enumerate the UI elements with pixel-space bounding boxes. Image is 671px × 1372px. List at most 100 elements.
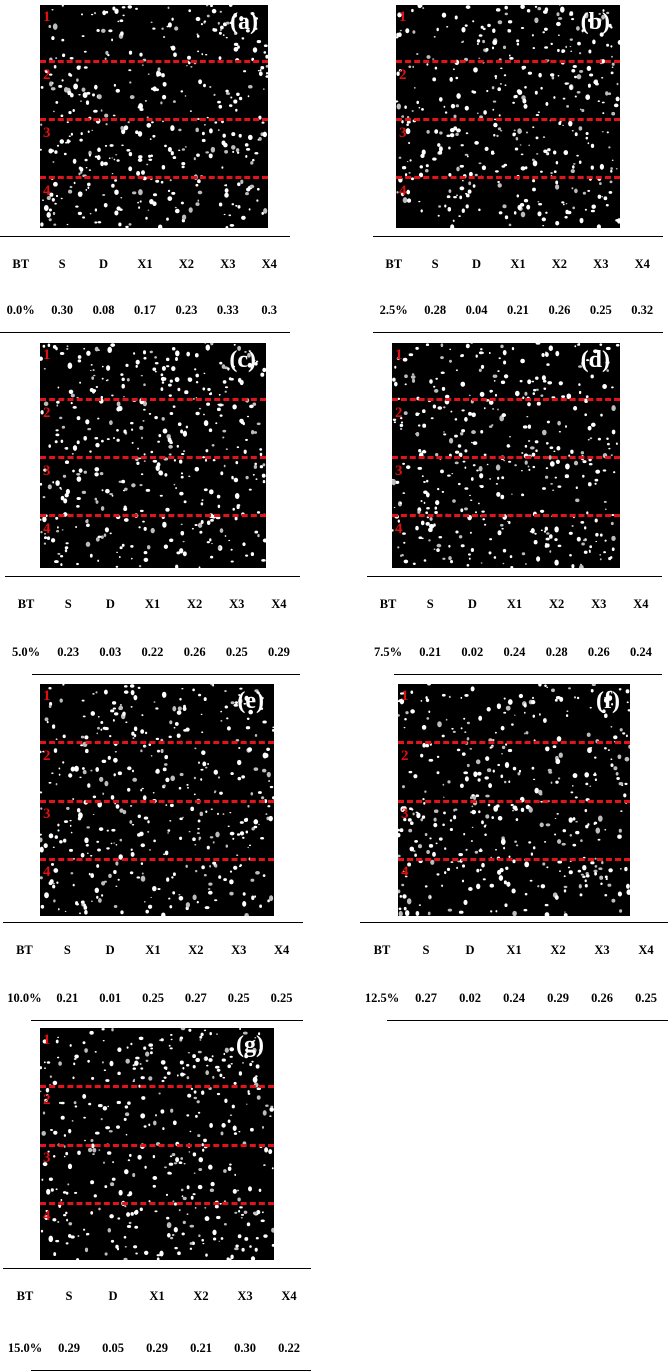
particle xyxy=(245,29,250,33)
particle xyxy=(178,128,182,132)
particle xyxy=(78,65,81,68)
particle xyxy=(234,493,240,499)
particle xyxy=(159,494,163,497)
particle xyxy=(76,808,81,813)
particle xyxy=(68,1129,72,1133)
particle xyxy=(53,748,58,753)
particle xyxy=(203,413,205,416)
particle xyxy=(189,1242,193,1245)
particle xyxy=(557,860,563,864)
particle xyxy=(173,1227,178,1233)
particle xyxy=(209,128,213,134)
particle xyxy=(123,1235,127,1239)
particle xyxy=(223,1052,226,1056)
particle xyxy=(101,377,104,380)
particle xyxy=(66,223,69,226)
particle xyxy=(535,790,538,793)
particle xyxy=(212,1237,217,1241)
particle xyxy=(200,22,203,26)
particle xyxy=(544,903,549,907)
particle xyxy=(597,100,600,103)
particle xyxy=(462,460,466,463)
panel-f-zone-number-3: 3 xyxy=(401,806,409,822)
particle xyxy=(549,550,552,553)
particle xyxy=(42,516,47,523)
particle xyxy=(245,17,248,20)
panel-g-zone-number-3: 3 xyxy=(43,1150,51,1166)
particle xyxy=(511,888,516,894)
particle xyxy=(60,114,64,118)
particle xyxy=(140,1067,144,1070)
particle xyxy=(412,65,415,69)
particle xyxy=(402,870,405,873)
panel-c-micrograph: 1 2 3 4 (c) xyxy=(40,343,266,568)
particle xyxy=(532,160,538,167)
particle xyxy=(69,73,73,77)
particle xyxy=(462,180,464,182)
particle xyxy=(166,365,170,368)
particle xyxy=(555,161,559,165)
particle xyxy=(404,910,410,916)
particle xyxy=(206,520,211,525)
particle xyxy=(537,211,542,217)
particle xyxy=(113,870,117,874)
particle xyxy=(169,720,173,725)
particle xyxy=(413,774,418,779)
particle xyxy=(604,875,608,879)
particle xyxy=(170,45,176,51)
particle xyxy=(462,864,465,868)
particle xyxy=(549,446,554,450)
particle xyxy=(165,777,170,783)
particle xyxy=(495,483,499,485)
particle xyxy=(570,50,573,52)
particle xyxy=(498,211,503,215)
particle xyxy=(532,47,536,50)
particle xyxy=(436,755,440,759)
particle xyxy=(233,865,238,870)
particle xyxy=(583,550,588,554)
table-header-cell: X1 xyxy=(144,597,161,611)
particle xyxy=(432,404,437,409)
particle xyxy=(232,1189,237,1194)
particle xyxy=(93,109,98,113)
particle xyxy=(102,792,105,795)
table-value-cell: 0.3 xyxy=(261,303,278,317)
particle xyxy=(197,179,201,184)
particle xyxy=(163,544,169,549)
particle xyxy=(469,796,474,800)
particle xyxy=(425,743,430,748)
particle xyxy=(421,409,426,414)
panel-c-table: BT S D X1 X2 X3 X4 5.0% 0.23 0.03 0.22 0.26 0.25 0.29 xyxy=(5,576,300,676)
particle xyxy=(58,767,61,770)
particle xyxy=(520,695,523,698)
particle xyxy=(259,69,262,72)
particle xyxy=(40,148,42,151)
particle xyxy=(596,349,599,353)
particle xyxy=(144,900,146,903)
particle xyxy=(615,343,620,347)
particle xyxy=(268,1149,273,1155)
particle xyxy=(503,163,508,167)
particle xyxy=(72,798,75,800)
particle xyxy=(200,768,204,771)
particle xyxy=(603,551,606,554)
particle xyxy=(576,26,580,31)
particle xyxy=(113,842,116,844)
table-header-row: BT S D X1 X2 X3 X4 xyxy=(5,597,300,612)
particle xyxy=(553,96,556,99)
particle xyxy=(238,96,243,101)
particle xyxy=(56,404,59,407)
particle xyxy=(237,776,242,781)
particle xyxy=(148,154,152,158)
particle xyxy=(208,428,213,433)
particle xyxy=(581,361,585,366)
particle xyxy=(43,542,47,545)
particle xyxy=(556,446,561,451)
particle xyxy=(599,163,605,170)
particle xyxy=(242,901,247,907)
particle xyxy=(615,167,618,170)
particle xyxy=(251,827,255,831)
particle xyxy=(433,809,439,813)
particle xyxy=(493,380,496,382)
particle xyxy=(406,123,409,127)
